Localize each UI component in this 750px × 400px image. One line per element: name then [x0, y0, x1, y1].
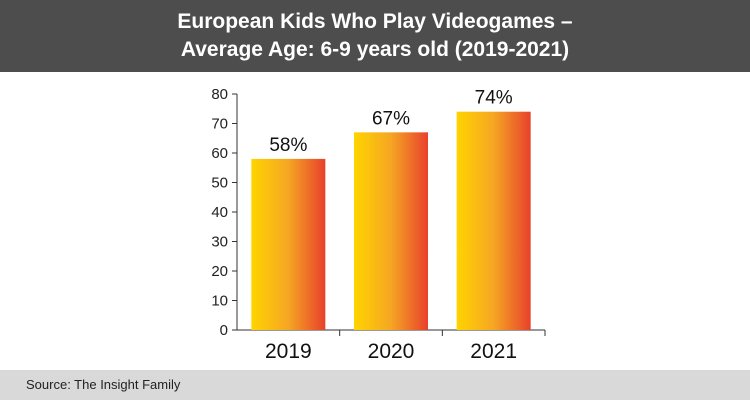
y-tick-label-60: 60 [211, 145, 228, 162]
chart-title-banner: European Kids Who Play Videogames – Aver… [0, 0, 750, 72]
bar-2020 [354, 132, 428, 330]
value-label-2021: 74% [475, 88, 513, 109]
x-tick-label-2021: 2021 [470, 340, 517, 363]
x-tick-label-2019: 2019 [265, 340, 312, 363]
y-tick-label-20: 20 [211, 263, 228, 280]
bar-2019 [251, 158, 326, 330]
y-tick-label-80: 80 [211, 86, 228, 103]
bar-2021 [456, 111, 531, 330]
source-text: Source: The Insight Family [26, 377, 181, 392]
source-footer: Source: The Insight Family [0, 370, 750, 400]
value-label-2019: 58% [269, 135, 307, 156]
x-tick-label-2020: 2020 [368, 340, 415, 363]
value-label-2020: 67% [372, 108, 410, 129]
y-tick-label-40: 40 [211, 204, 228, 221]
y-tick-label-50: 50 [211, 175, 228, 192]
y-tick-label-70: 70 [211, 116, 228, 133]
chart-title-line-2: Average Age: 6-9 years old (2019-2021) [180, 38, 570, 61]
y-tick-label-10: 10 [211, 293, 228, 310]
bar-chart: 0 10 20 30 40 50 60 70 80 58% 2019 67% 2020 74% 2021 [211, 86, 546, 363]
y-tick-label-30: 30 [211, 234, 228, 251]
y-tick-label-0: 0 [220, 322, 228, 339]
chart-title-line-1: European Kids Who Play Videogames – [177, 10, 573, 33]
